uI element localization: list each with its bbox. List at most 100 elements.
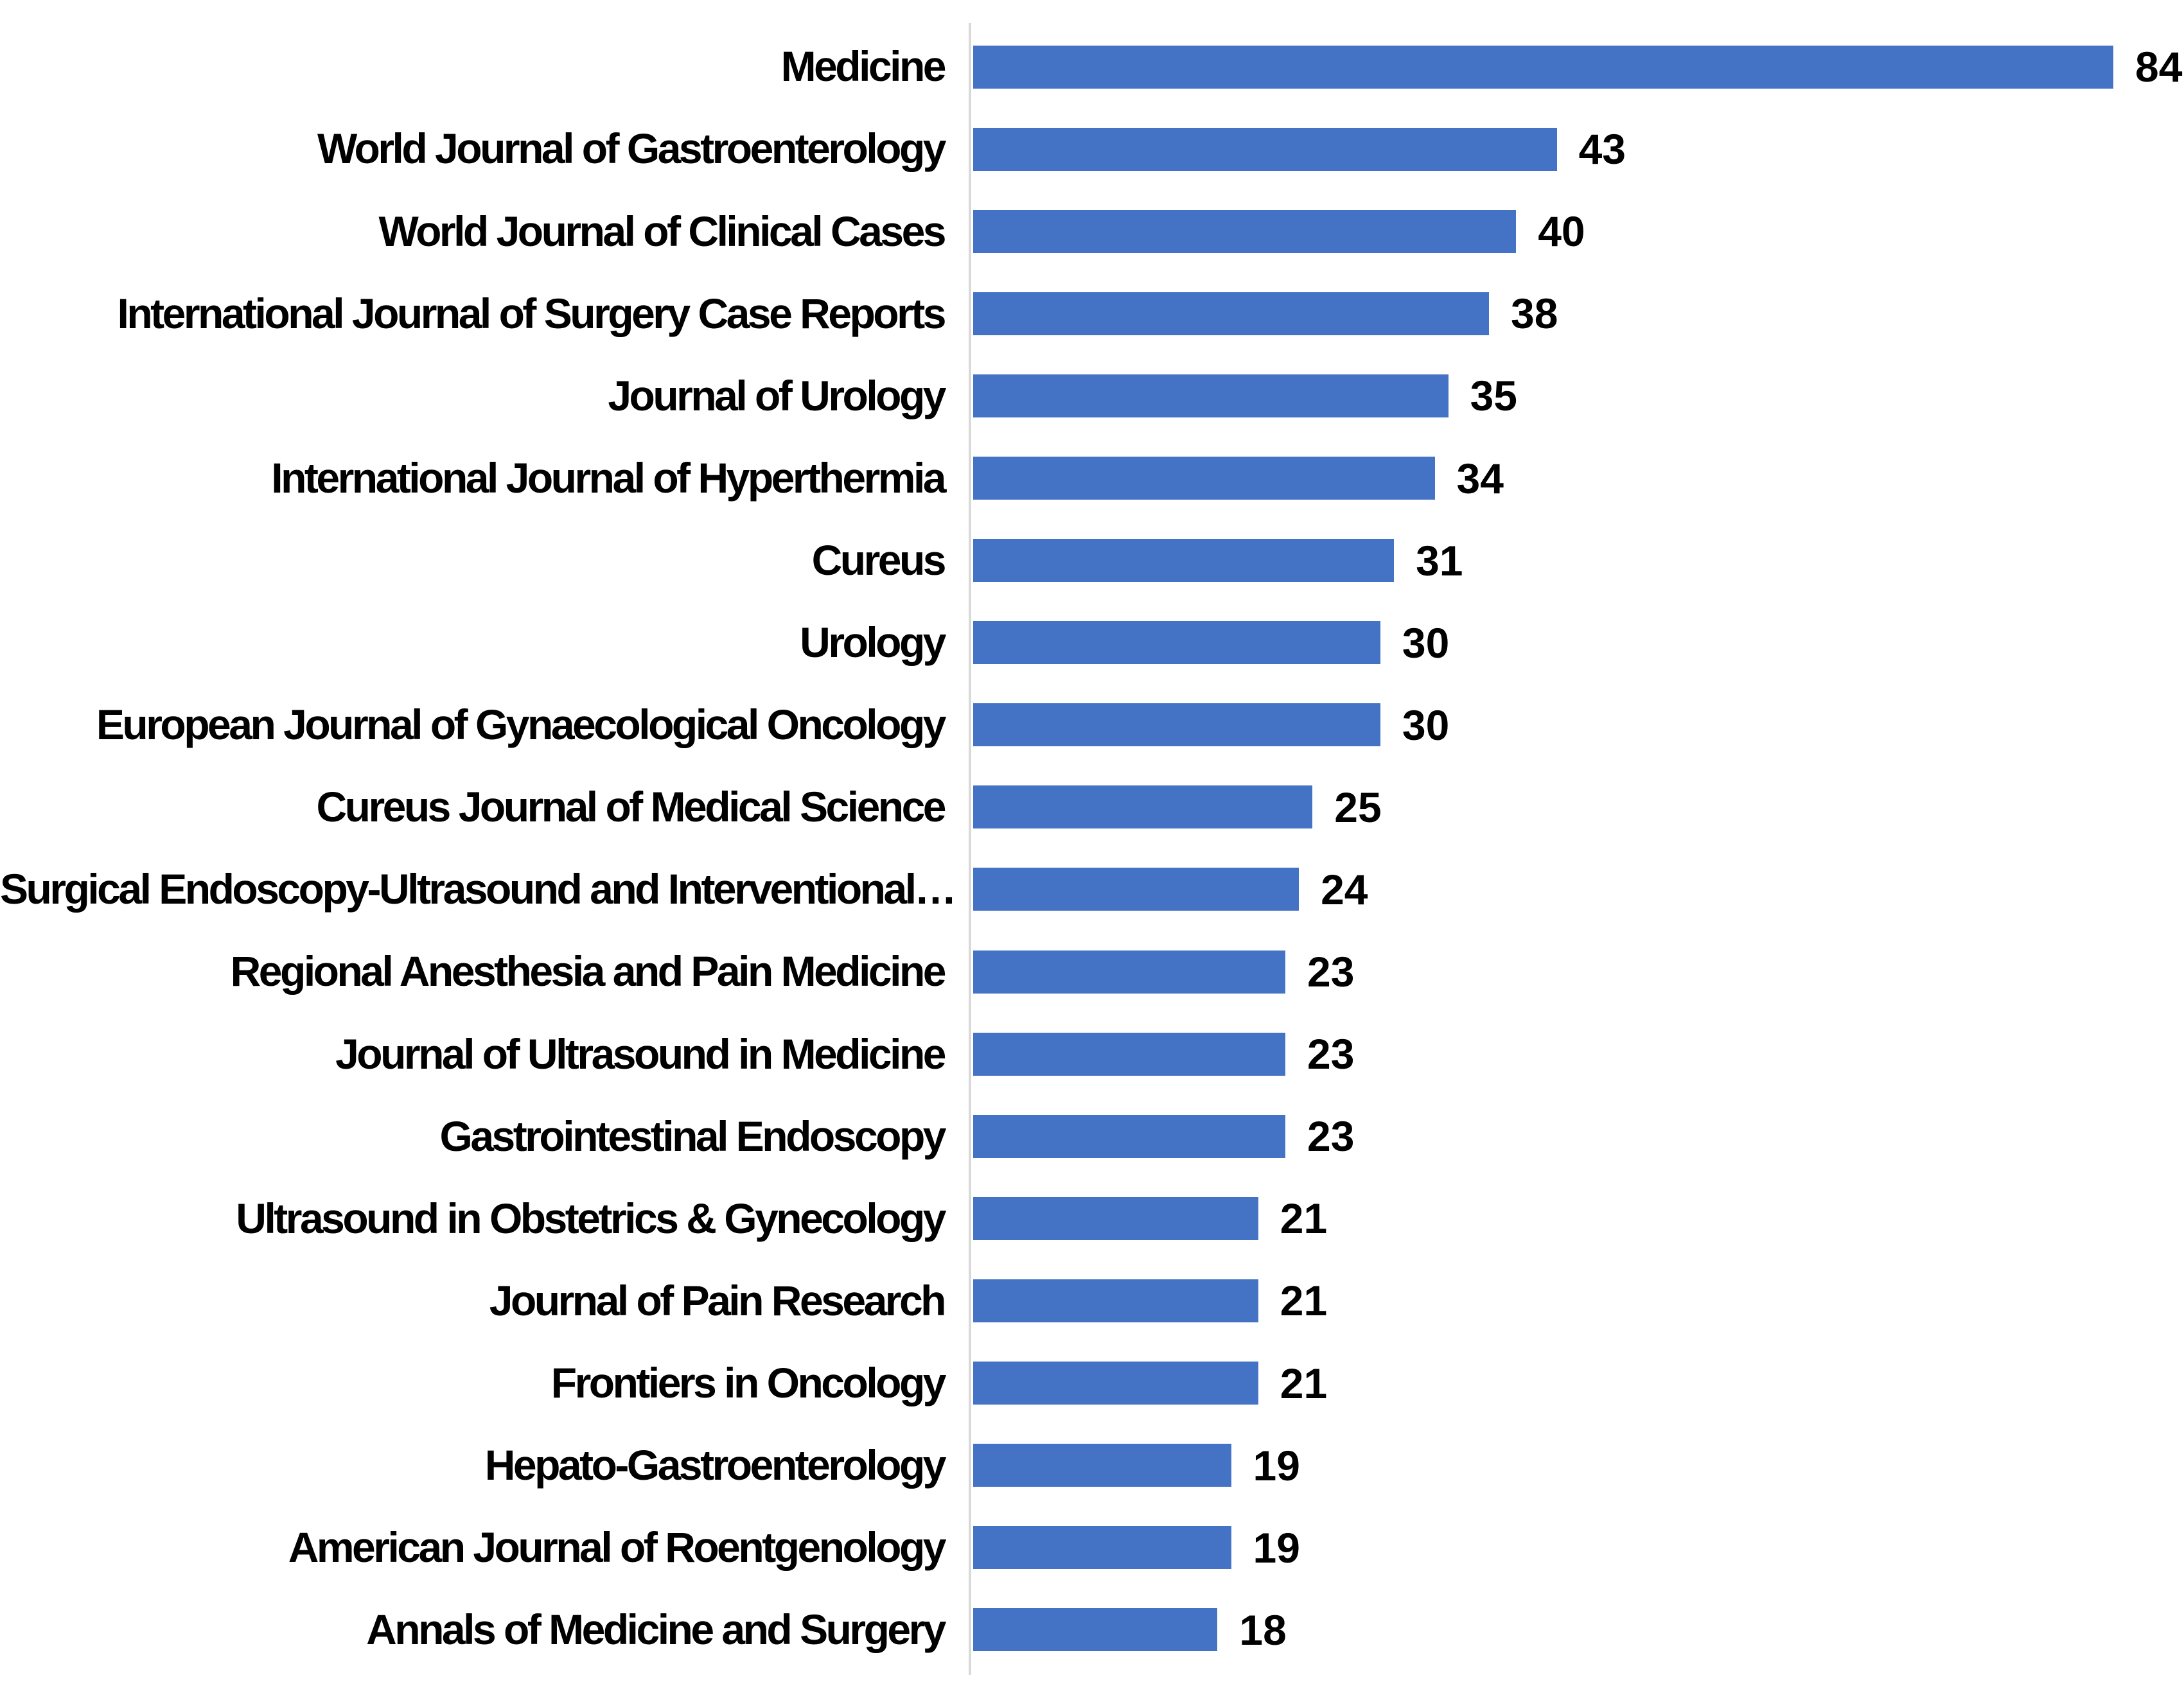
bar (973, 1444, 1231, 1487)
chart-row: European Journal of Gynaecological Oncol… (0, 684, 2184, 766)
bar-track: 84 (944, 26, 2184, 108)
value-label: 23 (1307, 1030, 1355, 1078)
bar (973, 785, 1313, 829)
value-label: 38 (1511, 290, 1558, 338)
bar-track: 19 (944, 1424, 2184, 1507)
chart-row: Cureus 31 (0, 520, 2184, 602)
chart-row: American Journal of Roentgenology 19 (0, 1507, 2184, 1589)
bar (973, 539, 1395, 583)
bar (973, 1196, 1258, 1240)
chart-row: Journal of Ultrasound in Medicine 23 (0, 1013, 2184, 1095)
value-label: 40 (1538, 207, 1585, 256)
bar (973, 1526, 1231, 1570)
chart-row: Annals of Medicine and Surgery 18 (0, 1589, 2184, 1671)
bar (973, 1279, 1258, 1322)
bar-track: 30 (944, 602, 2184, 684)
bar-track: 23 (944, 1095, 2184, 1177)
value-label: 30 (1402, 618, 1450, 667)
chart-row: Journal of Pain Research 21 (0, 1259, 2184, 1342)
bar-track: 18 (944, 1589, 2184, 1671)
value-label: 19 (1253, 1441, 1300, 1489)
bar-track: 34 (944, 437, 2184, 519)
value-label: 35 (1470, 372, 1518, 420)
category-label: Medicine (780, 42, 947, 91)
category-label: Surgical Endoscopy-Ultrasound and Interv… (0, 865, 957, 913)
bar (973, 1032, 1285, 1076)
bar (973, 1362, 1258, 1405)
chart-row: World Journal of Gastroenterology 43 (0, 108, 2184, 190)
bar-track: 24 (944, 848, 2184, 931)
chart-row: Gastrointestinal Endoscopy 23 (0, 1095, 2184, 1177)
chart-row: International Journal of Hyperthermia 34 (0, 437, 2184, 519)
chart-row: Ultrasound in Obstetrics & Gynecology 21 (0, 1177, 2184, 1259)
chart-row: Hepato-Gastroenterology 19 (0, 1424, 2184, 1507)
value-label: 43 (1578, 125, 1626, 173)
chart-row: Urology 30 (0, 602, 2184, 684)
bar (973, 621, 1380, 665)
chart-row: Frontiers in Oncology 21 (0, 1342, 2184, 1424)
bar (973, 45, 2113, 89)
bar (973, 374, 1449, 417)
category-label: American Journal of Roentgenology (288, 1523, 947, 1572)
value-label: 19 (1253, 1523, 1300, 1572)
category-label: Frontiers in Oncology (550, 1358, 947, 1406)
y-axis-line (969, 23, 971, 1675)
bar-track: 23 (944, 1013, 2184, 1095)
bar-track: 25 (944, 766, 2184, 848)
value-label: 84 (2135, 43, 2183, 91)
value-label: 24 (1321, 865, 1368, 913)
bar (973, 209, 1517, 253)
category-label: Urology (800, 618, 946, 667)
chart-row: Cureus Journal of Medical Science 25 (0, 766, 2184, 848)
value-label: 18 (1239, 1606, 1287, 1654)
category-label: Gastrointestinal Endoscopy (439, 1112, 947, 1160)
bar-track: 40 (944, 190, 2184, 272)
category-label: Regional Anesthesia and Pain Medicine (230, 947, 947, 995)
category-label: International Journal of Hyperthermia (271, 453, 946, 502)
value-label: 31 (1416, 536, 1463, 584)
bar-track: 19 (944, 1507, 2184, 1589)
chart-row: Medicine 84 (0, 26, 2184, 108)
category-label: World Journal of Clinical Cases (378, 207, 946, 255)
chart-row: Regional Anesthesia and Pain Medicine 23 (0, 931, 2184, 1013)
bar-track: 23 (944, 931, 2184, 1013)
category-label: World Journal of Gastroenterology (317, 125, 947, 173)
chart-row: World Journal of Clinical Cases 40 (0, 190, 2184, 272)
category-label: Journal of Pain Research (489, 1276, 947, 1324)
category-label: European Journal of Gynaecological Oncol… (96, 701, 947, 749)
category-label: Annals of Medicine and Surgery (366, 1606, 946, 1654)
chart-row: Journal of Urology 35 (0, 355, 2184, 437)
value-label: 21 (1280, 1359, 1328, 1407)
category-label: Cureus (811, 536, 947, 584)
bar (973, 1114, 1285, 1158)
bar-track: 31 (944, 520, 2184, 602)
value-label: 23 (1307, 948, 1355, 996)
bar (973, 292, 1489, 335)
bar-track: 21 (944, 1259, 2184, 1342)
category-label: Journal of Ultrasound in Medicine (335, 1029, 946, 1078)
chart-row: International Journal of Surgery Case Re… (0, 272, 2184, 355)
bar (973, 868, 1299, 911)
value-label: 34 (1456, 454, 1504, 502)
bar-track: 21 (944, 1342, 2184, 1424)
bar-track: 35 (944, 355, 2184, 437)
bar-track: 21 (944, 1177, 2184, 1259)
chart-row: Surgical Endoscopy-Ultrasound and Interv… (0, 848, 2184, 931)
category-label: Hepato-Gastroenterology (484, 1441, 947, 1489)
category-label: Ultrasound in Obstetrics & Gynecology (236, 1194, 946, 1242)
value-label: 25 (1334, 783, 1382, 831)
bar (973, 950, 1285, 994)
bar (973, 457, 1435, 500)
chart-rows: Medicine 84 World Journal of Gastroenter… (0, 26, 2184, 1671)
category-label: Cureus Journal of Medical Science (316, 783, 947, 831)
value-label: 21 (1280, 1277, 1328, 1325)
bar (973, 1608, 1218, 1652)
category-label: Journal of Urology (608, 371, 946, 419)
bar-track: 38 (944, 272, 2184, 355)
bar-track: 43 (944, 108, 2184, 190)
bar (973, 127, 1557, 171)
bar (973, 703, 1380, 747)
value-label: 30 (1402, 701, 1450, 749)
bar-track: 30 (944, 684, 2184, 766)
